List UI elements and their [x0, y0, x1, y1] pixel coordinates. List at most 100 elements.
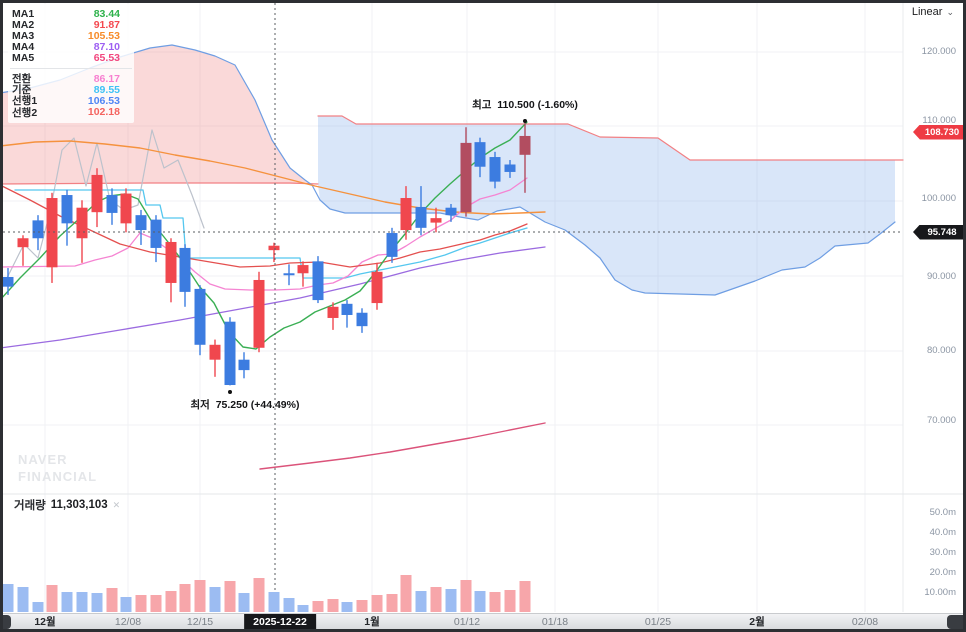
candle-body	[460, 142, 472, 213]
volume-bar	[106, 588, 118, 612]
ma-legend-group: MA1 83.44 MA2 91.87 MA3 105.53 MA4 87.10 MA5 65.5…	[8, 7, 134, 65]
axis-label: 30.0m	[929, 547, 956, 558]
volume-bar	[224, 581, 236, 612]
chevron-down-icon: ⌄	[946, 6, 954, 17]
candle-body	[17, 238, 29, 248]
date-tick: 12월	[34, 616, 56, 628]
ichimoku-legend-group: 전환 86.17 기준 89.55 선행1 106.53 선행2 102.18	[8, 73, 134, 119]
ichimoku-row-선행2: 선행2 102.18	[8, 106, 134, 119]
volume-bar	[209, 587, 221, 612]
ma-row-MA3: MA3 105.53	[8, 29, 134, 42]
axis-label: 40.0m	[929, 527, 956, 538]
date-tick: 01/12	[453, 616, 481, 628]
high-marker-dot	[523, 119, 527, 123]
candle-body	[2, 276, 14, 287]
volume-bar	[283, 598, 295, 612]
frame-bottom	[0, 629, 966, 632]
candle-body	[209, 344, 221, 360]
date-tick: 02/08	[851, 616, 879, 628]
high-percent: (-1.60%)	[537, 99, 578, 111]
frame-right	[963, 0, 966, 632]
volume-value: 11,303,103	[50, 499, 108, 511]
candle-body	[32, 220, 44, 239]
candle-body	[312, 261, 324, 301]
close-icon[interactable]: ✕	[112, 499, 121, 510]
candle-body	[327, 306, 339, 318]
candle-body	[268, 245, 280, 251]
candle-body	[430, 218, 442, 223]
volume-bar	[489, 592, 501, 612]
ma-row-MA4: MA4 87.10	[8, 41, 134, 54]
ma-label: MA2	[12, 18, 35, 31]
ma-value: 91.87	[93, 18, 120, 31]
candle-body	[474, 142, 486, 167]
candle-body	[283, 273, 295, 276]
volume-bar	[179, 584, 191, 612]
volume-bar	[415, 591, 427, 612]
candle-body	[135, 215, 147, 231]
watermark-line2: FINANCIAL	[18, 469, 98, 484]
ma-label: MA4	[12, 41, 35, 54]
candle-body	[76, 207, 88, 239]
scale-selector-label: Linear	[911, 6, 943, 18]
axis-label: 50.0m	[929, 507, 956, 518]
scrollbar-right-handle[interactable]	[947, 615, 963, 629]
candle-body	[120, 193, 132, 224]
scale-selector[interactable]: Linear ⌄	[912, 6, 954, 18]
ma-label: MA5	[12, 52, 35, 65]
volume-bar	[150, 595, 162, 612]
ichimoku-label: 전환	[12, 73, 32, 86]
volume-bar	[445, 589, 457, 612]
scrollbar-left-handle[interactable]	[3, 615, 11, 629]
ma-label: MA1	[12, 7, 35, 20]
volume-bar	[341, 602, 353, 612]
ichimoku-value: 106.53	[87, 94, 120, 107]
axis-label: 120.000	[921, 46, 956, 57]
candle-body	[91, 174, 103, 213]
date-tick: 1월	[364, 616, 380, 628]
current-price-badge: 108.730	[913, 124, 966, 140]
watermark-logo: NAVER FINANCIAL	[18, 451, 97, 485]
ichimoku-label: 선행1	[12, 95, 38, 108]
indicator-legend: MA1 83.44 MA2 91.87 MA3 105.53 MA4 87.10 MA5 65.5…	[8, 4, 134, 123]
high-value: 110.500	[497, 99, 535, 111]
date-tick: 01/18	[541, 616, 569, 628]
volume-bar	[312, 601, 324, 612]
low-annotation: 최저 75.250 (+44.49%)	[191, 397, 300, 412]
ichimoku-value: 102.18	[87, 106, 120, 119]
ichimoku-row-선행1: 선행1 106.53	[8, 94, 134, 108]
candle-body	[297, 265, 309, 274]
candle-body	[179, 247, 191, 292]
candle-body	[386, 233, 398, 257]
volume-bar	[165, 591, 177, 612]
crosshair-price-badge: 95.748	[913, 224, 966, 240]
volume-bar	[400, 575, 412, 612]
frame-left	[0, 0, 3, 632]
watermark-line1: NAVER	[18, 452, 68, 467]
date-tick: 12/08	[114, 616, 142, 628]
ichimoku-row-기준: 기준 89.55	[8, 84, 134, 97]
ma-value: 87.10	[93, 41, 120, 54]
axis-label: 100.000	[921, 193, 956, 204]
candle-body	[238, 359, 250, 371]
legend-divider	[10, 67, 132, 69]
date-axis-bar[interactable]: 12월 12/08 12/15 1월 01/12 01/18 01/25 2월 02/08 20…	[3, 613, 963, 630]
ma-label: MA3	[12, 29, 35, 42]
volume-bar	[46, 585, 58, 612]
high-label: 최고	[472, 99, 492, 111]
candle-body	[150, 219, 162, 248]
candle-body	[165, 241, 177, 283]
candle-body	[46, 198, 58, 268]
volume-bar	[238, 593, 250, 612]
candle-body	[106, 195, 118, 213]
volume-bar	[32, 602, 44, 612]
axis-label: 90.000	[926, 271, 956, 282]
candle-body	[341, 303, 353, 315]
axis-label: 70.000	[926, 415, 956, 426]
volume-label: 거래량	[14, 500, 46, 512]
ma-value: 65.53	[93, 52, 120, 65]
low-percent: (+44.49%)	[250, 399, 300, 411]
volume-header: 거래량 11,303,103 ✕	[14, 497, 120, 513]
